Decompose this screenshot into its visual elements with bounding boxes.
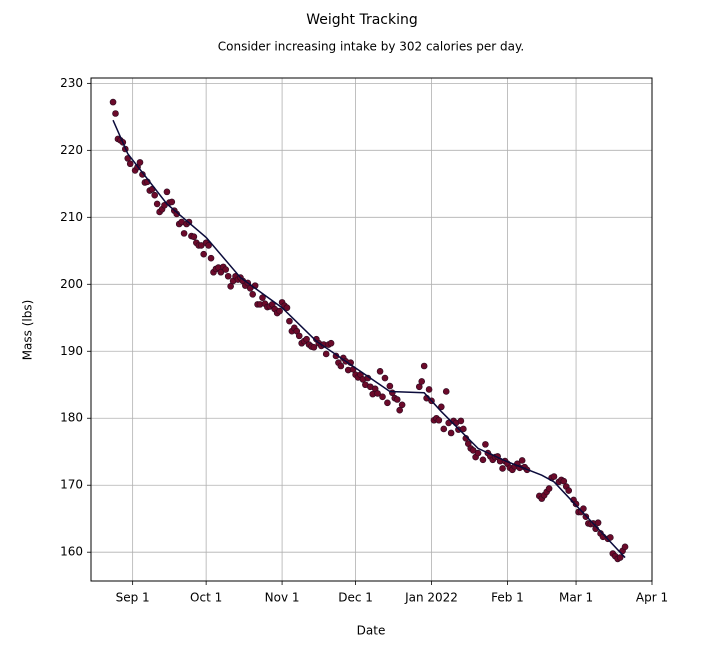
data-point	[499, 465, 506, 472]
data-point	[396, 406, 403, 414]
data-point	[384, 399, 391, 407]
x-tick-label: Apr 1	[636, 591, 668, 605]
data-point	[381, 374, 389, 382]
data-point	[418, 378, 426, 385]
x-axis-label: Date	[357, 624, 386, 638]
data-point	[295, 332, 303, 340]
data-point	[415, 383, 423, 391]
data-point	[457, 417, 465, 425]
data-point	[259, 294, 266, 301]
data-point	[580, 505, 587, 512]
data-point	[482, 441, 489, 448]
data-point	[190, 233, 198, 241]
x-tick-label: Sep 1	[116, 591, 150, 605]
y-tick-label: 170	[60, 478, 83, 492]
data-point	[545, 485, 553, 492]
data-point	[303, 335, 310, 343]
data-point	[168, 198, 176, 206]
x-tick-label: Jan 2022	[404, 591, 458, 605]
data-point	[310, 343, 318, 351]
data-point	[460, 425, 467, 433]
data-point	[151, 191, 158, 199]
data-point	[607, 534, 614, 541]
data-point	[136, 159, 144, 166]
data-point	[276, 307, 283, 315]
data-point	[224, 272, 232, 280]
data-point	[163, 188, 171, 196]
x-tick-label: Dec 1	[338, 591, 373, 605]
data-point	[374, 390, 381, 397]
data-point	[379, 393, 386, 401]
trend-line	[112, 119, 626, 559]
y-tick-label: 180	[60, 411, 83, 425]
data-point	[327, 339, 335, 347]
data-point	[207, 254, 215, 262]
data-point	[572, 500, 580, 508]
data-point	[621, 543, 629, 551]
data-point	[386, 382, 394, 390]
data-point	[393, 396, 401, 403]
data-point	[109, 98, 117, 106]
data-point	[227, 282, 234, 290]
data-point	[180, 230, 188, 237]
data-point	[337, 362, 345, 370]
data-point	[222, 266, 230, 273]
y-tick-label: 230	[60, 76, 83, 90]
data-point	[474, 449, 482, 457]
chart-title: Weight Tracking	[306, 12, 418, 28]
data-point	[442, 388, 450, 395]
data-point	[518, 457, 526, 464]
data-point	[283, 304, 291, 312]
y-tick-label: 220	[60, 143, 83, 157]
y-tick-label: 190	[60, 344, 83, 358]
data-point	[322, 350, 330, 358]
data-point	[153, 200, 161, 208]
data-point	[438, 403, 445, 411]
data-point	[447, 429, 455, 437]
chart-subtitle: Consider increasing intake by 302 calori…	[218, 40, 524, 54]
data-point	[249, 291, 256, 298]
data-point	[126, 160, 134, 168]
data-point	[200, 250, 207, 258]
x-tick-label: Oct 1	[190, 591, 222, 605]
y-tick-label: 200	[60, 277, 83, 291]
plot-frame	[90, 77, 653, 582]
data-point	[440, 425, 448, 433]
data-point	[398, 401, 406, 409]
x-tick-label: Feb 1	[491, 591, 524, 605]
data-point	[286, 317, 293, 325]
data-point	[425, 386, 433, 393]
data-point	[479, 456, 487, 464]
data-point	[616, 554, 624, 561]
data-point	[376, 368, 384, 375]
data-point	[112, 110, 119, 117]
data-point	[420, 362, 428, 370]
x-tick-label: Mar 1	[559, 591, 593, 605]
data-point	[550, 473, 558, 480]
data-point	[565, 487, 573, 494]
y-tick-label: 160	[60, 545, 83, 559]
y-tick-label: 210	[60, 210, 83, 224]
data-point	[594, 519, 602, 527]
data-point	[560, 477, 568, 485]
x-tick-label: Nov 1	[265, 591, 300, 605]
data-point	[435, 416, 443, 424]
data-point	[205, 242, 212, 249]
y-axis-label: Mass (lbs)	[21, 300, 35, 361]
